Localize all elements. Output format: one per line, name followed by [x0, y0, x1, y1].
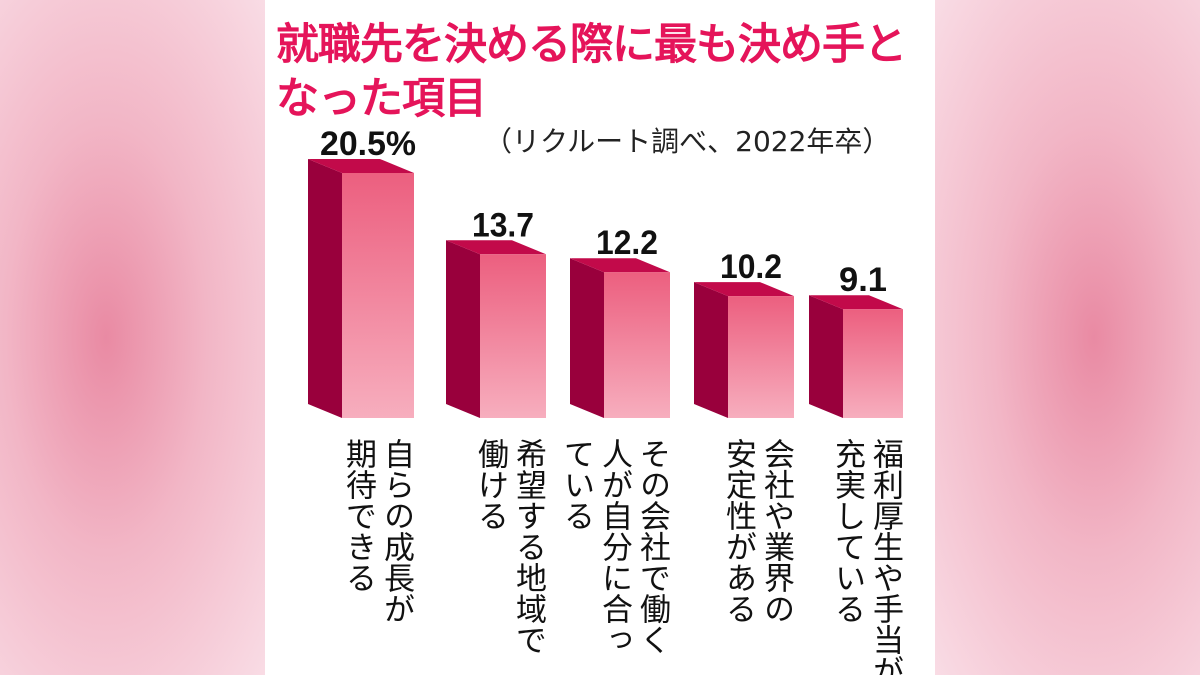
category-label-line: 働ける — [472, 438, 509, 531]
value-label-3: 12.2 — [596, 224, 658, 262]
category-label-line: 福利厚生や手当が — [867, 438, 904, 675]
category-label-line: 自らの成長が — [378, 438, 414, 624]
value-label-1: 20.5% — [320, 125, 416, 163]
bar-side-1 — [308, 159, 342, 418]
value-label-5: 9.1 — [839, 261, 887, 299]
right-blurred-background — [935, 0, 1200, 675]
bar-side-5 — [809, 295, 843, 418]
category-label-line: 充実している — [829, 438, 865, 624]
bar-2 — [480, 254, 546, 418]
bar-5 — [843, 309, 903, 418]
bar-3 — [604, 272, 670, 418]
bar-4 — [728, 296, 794, 418]
value-label-2: 13.7 — [472, 206, 534, 244]
category-label-line: ている — [558, 438, 594, 531]
bar-side-3 — [570, 258, 604, 418]
bar-side-4 — [694, 282, 728, 418]
category-label-line: その会社で働く — [634, 438, 671, 655]
bar-1 — [342, 173, 414, 418]
bar-top-2 — [446, 240, 546, 255]
bar-top-5 — [809, 295, 903, 310]
category-label-line: 希望する地域で — [510, 438, 546, 655]
left-blurred-background — [0, 0, 265, 675]
chart-subtitle: （リクルート調べ、2022年卒） — [484, 125, 891, 158]
chart-title: 就職先を決める際に最も決め手と なった項目 — [276, 20, 907, 124]
category-label-line: 期待できる — [340, 438, 377, 593]
bar-top-1 — [308, 159, 414, 173]
bar-top-3 — [570, 258, 670, 273]
bar-side-2 — [446, 240, 480, 418]
category-label-line: 人が自分に合っ — [596, 438, 632, 655]
category-label-line: 安定性がある — [720, 438, 757, 624]
value-label-4: 10.2 — [720, 248, 782, 286]
bar-top-4 — [694, 282, 794, 297]
category-label-line: 会社や業界の — [758, 438, 795, 624]
